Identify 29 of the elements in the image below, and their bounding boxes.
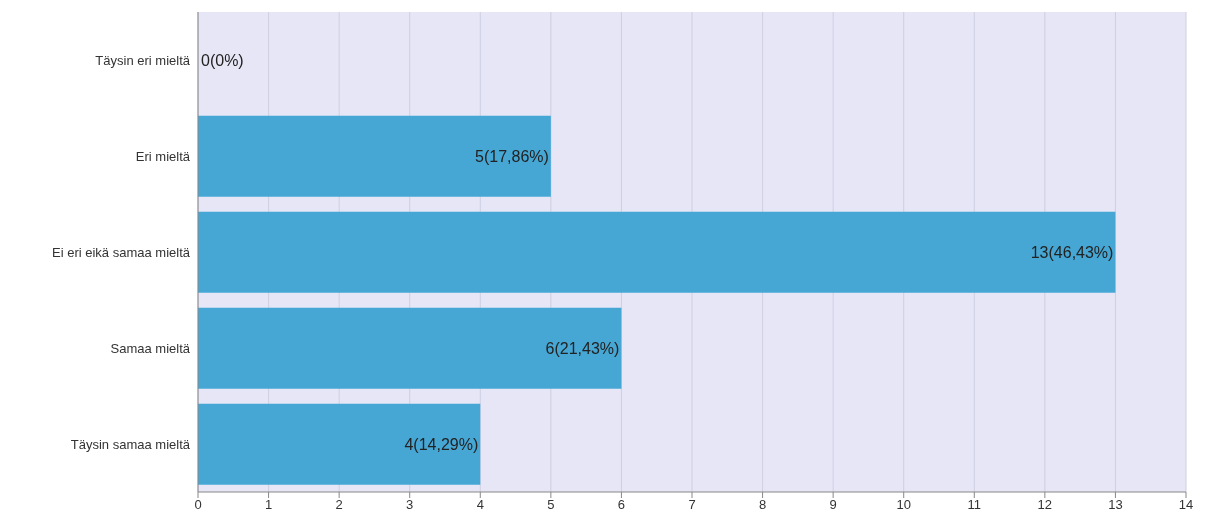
x-tick-label: 13: [1108, 497, 1123, 513]
bar: [198, 307, 622, 389]
x-tick-label: 3: [406, 497, 414, 513]
x-tick-label: 12: [1037, 497, 1053, 513]
data-label: 5(17,86%): [475, 147, 549, 165]
x-tick-label: 5: [547, 497, 555, 513]
data-label: 4(14,29%): [404, 435, 479, 453]
data-label: 0(0%): [201, 51, 244, 69]
y-tick-label: Täysin eri mieltä: [95, 52, 191, 68]
bar: [198, 211, 1116, 293]
x-tick-label: 7: [688, 497, 696, 513]
data-label: 13(46,43%): [1030, 243, 1114, 261]
bar: [198, 403, 481, 485]
x-tick-label: 1: [264, 497, 273, 513]
x-tick-label: 4: [476, 497, 484, 513]
data-label: 6(21,43%): [545, 339, 620, 357]
y-tick-label: Ei eri eikä samaa mieltä: [52, 244, 191, 260]
y-tick-label: Samaa mieltä: [110, 340, 191, 356]
x-tick-label: 2: [335, 497, 343, 513]
x-tick-label: 9: [829, 497, 837, 513]
y-tick-label: Eri mieltä: [135, 148, 191, 164]
x-tick-label: 8: [758, 497, 767, 513]
x-tick-label: 14: [1178, 497, 1194, 513]
x-tick-label: 11: [967, 497, 982, 513]
y-tick-label: Täysin samaa mieltä: [70, 436, 191, 452]
x-tick-label: 10: [896, 497, 911, 513]
x-tick-label: 0: [194, 497, 202, 513]
x-tick-label: 6: [617, 497, 626, 513]
bar: [198, 115, 551, 197]
